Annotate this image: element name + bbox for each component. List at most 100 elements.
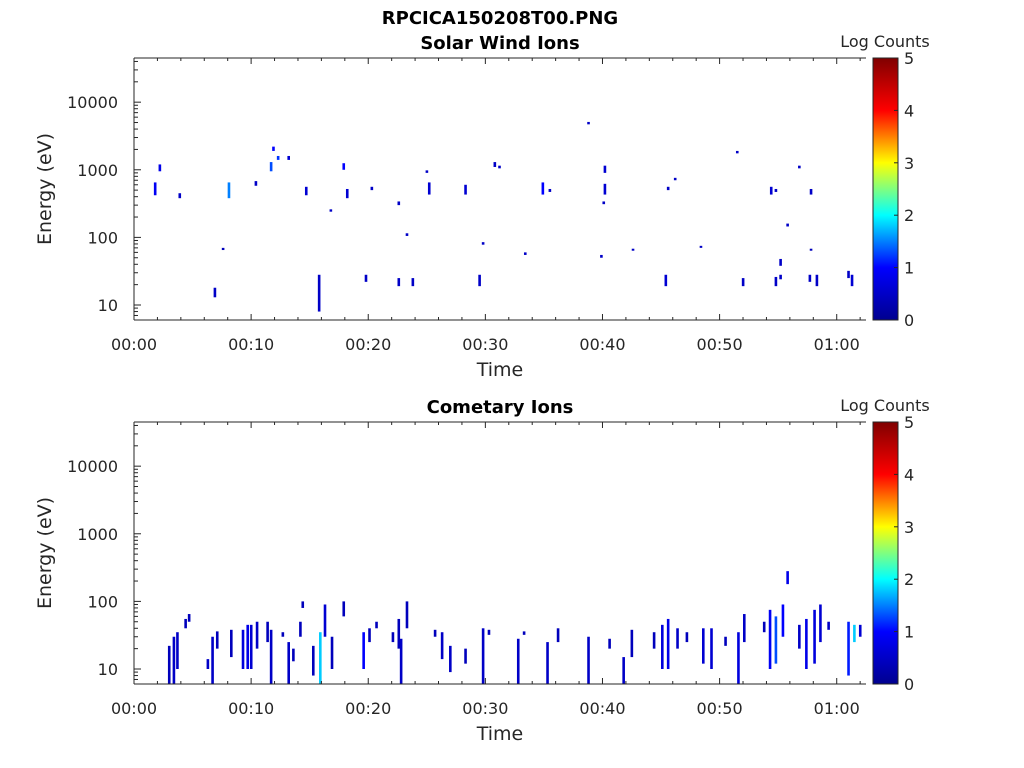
data-cell	[819, 604, 822, 643]
data-cell	[853, 624, 856, 643]
data-cell	[213, 287, 217, 298]
data-cell	[631, 248, 635, 251]
panel-title: Solar Wind Ions	[420, 33, 579, 54]
data-cell	[858, 624, 862, 637]
colorbar-tick-label: 2	[904, 570, 914, 589]
data-cell	[397, 618, 401, 649]
colorbar-tick-label: 1	[904, 259, 914, 278]
data-cell	[364, 274, 368, 282]
y-tick-label: 10	[98, 660, 118, 679]
data-cell	[735, 150, 739, 154]
data-cell	[281, 632, 285, 637]
data-cell	[798, 624, 801, 649]
figure-title: RPCICA150208T00.PNG	[382, 8, 618, 29]
data-cells	[167, 571, 862, 684]
data-cell	[702, 628, 705, 664]
data-cell	[774, 616, 778, 664]
data-cell	[266, 621, 269, 643]
data-cell	[230, 629, 233, 658]
x-tick-label: 01:00	[814, 699, 860, 718]
colorbar-tick-label: 0	[904, 311, 914, 330]
data-cell	[206, 659, 210, 670]
data-cell	[664, 274, 668, 287]
data-cell	[276, 155, 280, 160]
data-cell	[342, 601, 346, 617]
data-cell	[516, 638, 520, 684]
data-cell	[786, 223, 789, 227]
x-axis-label: Time	[476, 359, 524, 381]
data-cell	[391, 632, 395, 643]
data-cell	[153, 182, 157, 196]
x-axis-label: Time	[476, 723, 524, 745]
data-cell	[769, 186, 773, 195]
data-cell	[254, 181, 258, 186]
data-cell	[699, 245, 703, 248]
data-cell	[269, 162, 273, 172]
colorbar	[872, 421, 899, 685]
data-cell	[299, 621, 302, 637]
data-cell	[741, 278, 745, 287]
colorbar-tick-label: 5	[904, 413, 914, 432]
data-cell	[427, 182, 431, 195]
data-cell	[673, 177, 677, 181]
data-cell	[399, 638, 403, 684]
data-cell	[786, 571, 789, 585]
data-cell	[781, 604, 785, 637]
data-cell	[676, 628, 679, 649]
data-cell	[762, 621, 766, 633]
data-cell	[319, 632, 322, 684]
data-cell	[176, 632, 179, 670]
x-tick-label: 00:10	[228, 699, 274, 718]
y-tick-label: 100	[87, 228, 118, 247]
data-cell	[498, 165, 501, 169]
colorbar-tick-label: 4	[904, 465, 914, 484]
data-cell	[449, 645, 452, 673]
colorbar-tick-label: 2	[904, 206, 914, 225]
data-cell	[311, 645, 315, 676]
data-cell	[368, 628, 371, 643]
colorbar-label: Log Counts	[840, 396, 930, 415]
data-cell	[603, 165, 607, 173]
data-cell	[184, 618, 187, 629]
x-tick-label: 00:00	[111, 335, 157, 354]
data-cell	[342, 163, 346, 170]
data-cell	[292, 648, 295, 662]
x-tick-label: 00:40	[579, 335, 625, 354]
data-cell	[221, 247, 225, 251]
x-tick-label: 00:30	[462, 335, 508, 354]
data-cell	[362, 632, 365, 670]
data-cell	[603, 183, 607, 195]
data-cell	[397, 201, 401, 206]
data-cell	[464, 648, 467, 664]
data-cell	[805, 618, 808, 670]
data-cell	[847, 621, 850, 676]
x-tick-label: 01:00	[814, 335, 860, 354]
data-cell	[724, 636, 727, 646]
data-cell	[798, 165, 801, 169]
data-cell	[167, 645, 171, 684]
data-cell	[405, 233, 409, 236]
data-cell	[287, 155, 290, 160]
data-cell	[405, 601, 409, 629]
data-cell	[548, 188, 552, 192]
x-tick-label: 00:30	[462, 699, 508, 718]
data-cell	[850, 274, 854, 287]
data-cell	[587, 121, 590, 125]
colorbar-tick-label: 4	[904, 101, 914, 120]
data-cell	[211, 636, 214, 684]
data-cell	[241, 629, 245, 670]
data-cell	[370, 186, 374, 191]
x-tick-label: 00:00	[111, 699, 157, 718]
data-cell	[158, 164, 162, 172]
data-cell	[809, 188, 813, 195]
y-axis-label: Energy (eV)	[34, 497, 56, 609]
data-cell	[602, 201, 606, 205]
data-cell	[433, 629, 437, 637]
y-tick-label: 10000	[67, 93, 118, 112]
data-cell	[487, 629, 491, 635]
x-tick-label: 00:50	[697, 335, 743, 354]
data-cell	[815, 274, 819, 287]
data-cell	[304, 186, 308, 196]
colorbar-tick-label: 3	[904, 154, 914, 173]
